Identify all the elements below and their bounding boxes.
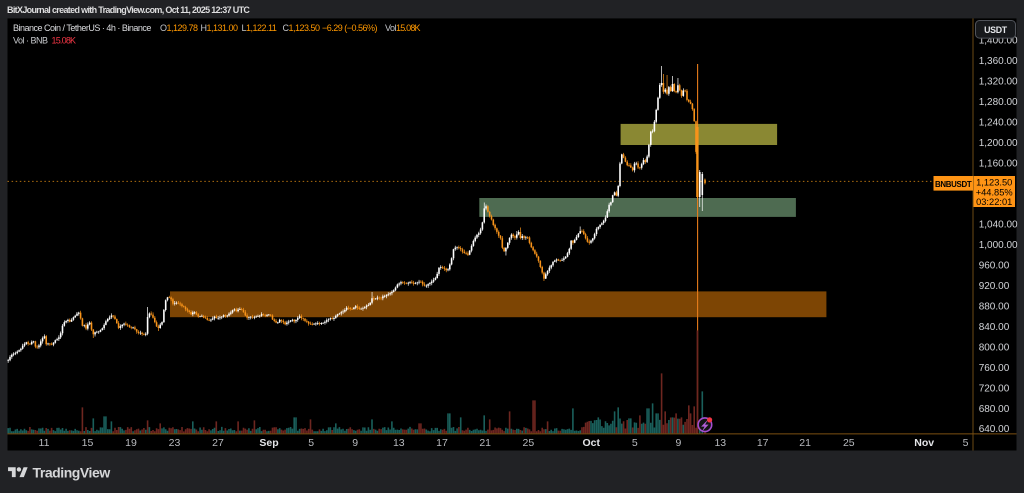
svg-text:720.00: 720.00: [979, 383, 1010, 394]
svg-text:1,360.00: 1,360.00: [979, 56, 1018, 67]
svg-text:9: 9: [675, 437, 681, 449]
svg-text:11: 11: [39, 437, 50, 449]
svg-text:960.00: 960.00: [979, 261, 1010, 272]
svg-text:Vol15.08K: Vol15.08K: [385, 23, 421, 33]
svg-text:+44.85%: +44.85%: [976, 187, 1013, 197]
svg-text:5: 5: [308, 437, 314, 449]
svg-text:1,240.00: 1,240.00: [979, 117, 1018, 128]
svg-text:Nov: Nov: [914, 437, 934, 449]
svg-text:880.00: 880.00: [979, 302, 1010, 313]
svg-text:1,280.00: 1,280.00: [979, 97, 1018, 108]
svg-text:760.00: 760.00: [979, 363, 1010, 374]
svg-text:1,200.00: 1,200.00: [979, 138, 1018, 149]
svg-text:27: 27: [212, 437, 224, 449]
svg-text:17: 17: [757, 437, 769, 449]
svg-text:L1,122.11: L1,122.11: [242, 23, 277, 33]
svg-text:BNBUSDT: BNBUSDT: [935, 180, 972, 189]
svg-text:BitXJournal created with Tradi: BitXJournal created with TradingView.com…: [7, 5, 250, 15]
svg-text:9: 9: [352, 437, 358, 449]
svg-text:O1,129.78: O1,129.78: [160, 23, 198, 33]
svg-text:1,320.00: 1,320.00: [979, 77, 1018, 88]
svg-text:1,040.00: 1,040.00: [979, 220, 1018, 231]
svg-text:19: 19: [125, 437, 137, 449]
svg-text:840.00: 840.00: [979, 322, 1010, 333]
svg-text:21: 21: [479, 437, 491, 449]
svg-text:5: 5: [632, 437, 638, 449]
svg-text:15.08K: 15.08K: [52, 36, 77, 46]
svg-text:1,000.00: 1,000.00: [979, 240, 1018, 251]
svg-text:25: 25: [523, 437, 535, 449]
svg-text:TradingView: TradingView: [33, 465, 111, 481]
svg-text:03:22:01: 03:22:01: [976, 197, 1012, 207]
svg-text:USDT: USDT: [984, 25, 1008, 35]
svg-text:13: 13: [714, 437, 726, 449]
svg-text:640.00: 640.00: [979, 424, 1010, 435]
svg-text:1,160.00: 1,160.00: [979, 158, 1018, 169]
svg-text:15: 15: [82, 437, 94, 449]
svg-text:Sep: Sep: [259, 437, 278, 449]
svg-text:1,123.50: 1,123.50: [976, 178, 1012, 188]
svg-text:5: 5: [963, 437, 969, 449]
svg-text:800.00: 800.00: [979, 342, 1010, 353]
svg-text:1,400.00: 1,400.00: [979, 36, 1018, 47]
svg-text:−6.29 (−0.56%): −6.29 (−0.56%): [322, 23, 378, 33]
svg-text:23: 23: [169, 437, 181, 449]
svg-text:C1,123.50: C1,123.50: [283, 23, 321, 33]
svg-text:H1,131.00: H1,131.00: [201, 23, 239, 33]
svg-text:920.00: 920.00: [979, 281, 1010, 292]
svg-text:Oct: Oct: [582, 437, 600, 449]
svg-text:Binance Coin / TetherUS · 4h ·: Binance Coin / TetherUS · 4h · Binance: [13, 23, 151, 33]
svg-text:17: 17: [436, 437, 448, 449]
svg-text:Vol · BNB: Vol · BNB: [13, 36, 48, 46]
svg-text:21: 21: [799, 437, 811, 449]
svg-text:680.00: 680.00: [979, 404, 1010, 415]
svg-text:13: 13: [393, 437, 405, 449]
svg-text:25: 25: [843, 437, 855, 449]
